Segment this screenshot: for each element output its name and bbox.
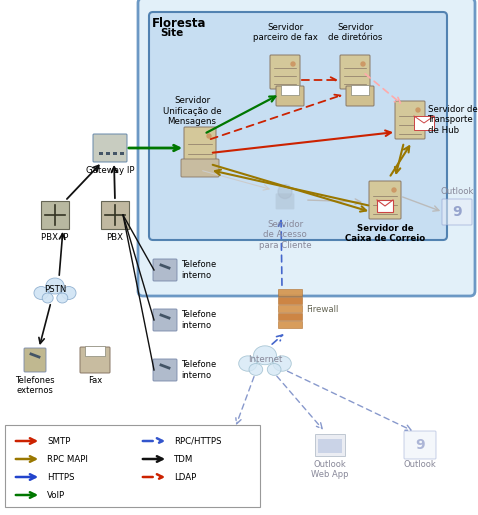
Text: Servidor
de diretórios: Servidor de diretórios	[328, 23, 382, 42]
FancyBboxPatch shape	[369, 181, 401, 219]
Text: Firewall: Firewall	[306, 305, 338, 315]
Bar	[278, 297, 302, 304]
Ellipse shape	[46, 278, 64, 294]
FancyBboxPatch shape	[270, 55, 300, 89]
Bar	[5, 425, 260, 507]
FancyBboxPatch shape	[184, 127, 216, 169]
Bar	[318, 439, 342, 453]
Text: VoIP: VoIP	[47, 490, 65, 500]
Text: PBX IP: PBX IP	[41, 233, 69, 242]
FancyBboxPatch shape	[181, 159, 219, 177]
Bar	[106, 152, 110, 155]
FancyBboxPatch shape	[395, 101, 425, 139]
FancyBboxPatch shape	[346, 86, 374, 106]
Circle shape	[416, 108, 420, 112]
Bar	[414, 116, 434, 130]
Text: LDAP: LDAP	[174, 472, 196, 482]
FancyBboxPatch shape	[80, 347, 110, 373]
Bar	[101, 201, 129, 229]
Ellipse shape	[253, 346, 276, 365]
Ellipse shape	[42, 293, 53, 303]
Text: Servidor de
Caixa de Correio: Servidor de Caixa de Correio	[345, 224, 425, 244]
FancyBboxPatch shape	[93, 134, 127, 162]
Bar	[278, 289, 302, 296]
Text: Outlook
Web App: Outlook Web App	[311, 460, 349, 479]
FancyBboxPatch shape	[276, 194, 294, 210]
Text: Servidor
de Acesso
para Cliente: Servidor de Acesso para Cliente	[259, 220, 311, 250]
Ellipse shape	[34, 286, 49, 300]
Bar	[278, 313, 302, 320]
FancyBboxPatch shape	[149, 12, 447, 240]
Text: Gateway IP: Gateway IP	[86, 166, 134, 175]
FancyBboxPatch shape	[138, 0, 475, 296]
Text: HTTPS: HTTPS	[47, 472, 75, 482]
FancyBboxPatch shape	[340, 55, 370, 89]
Text: Telefone
interno: Telefone interno	[181, 311, 216, 330]
FancyBboxPatch shape	[24, 348, 46, 372]
Text: 9: 9	[452, 205, 462, 219]
Bar	[281, 85, 299, 95]
Text: TDM: TDM	[174, 455, 194, 464]
Text: Servidor
Unificação de
Mensagens: Servidor Unificação de Mensagens	[163, 96, 221, 126]
Ellipse shape	[61, 286, 76, 300]
Ellipse shape	[273, 356, 291, 371]
Text: Telefone
interno: Telefone interno	[181, 360, 216, 380]
Text: Outlook: Outlook	[440, 187, 474, 196]
Text: RPC/HTTPS: RPC/HTTPS	[174, 437, 221, 445]
Circle shape	[392, 188, 396, 192]
Bar	[278, 305, 302, 312]
Ellipse shape	[249, 364, 263, 375]
Circle shape	[361, 62, 365, 66]
FancyBboxPatch shape	[442, 199, 472, 225]
Text: Site: Site	[160, 28, 183, 38]
FancyBboxPatch shape	[227, 440, 243, 468]
Text: PSTN: PSTN	[44, 285, 66, 295]
Text: Fax: Fax	[88, 376, 102, 385]
Text: Telefone
interno: Telefone interno	[181, 260, 216, 280]
FancyBboxPatch shape	[276, 86, 304, 106]
Text: SMTP: SMTP	[47, 437, 70, 445]
Bar	[315, 434, 345, 456]
Text: Telefones
externos: Telefones externos	[15, 376, 55, 396]
FancyBboxPatch shape	[153, 259, 177, 281]
Ellipse shape	[57, 293, 68, 303]
Text: RPC MAPI: RPC MAPI	[47, 455, 88, 464]
Bar	[99, 152, 103, 155]
Bar	[377, 200, 393, 212]
Bar	[120, 152, 124, 155]
FancyBboxPatch shape	[404, 431, 436, 459]
Text: Servidor de
Transporte
de Hub: Servidor de Transporte de Hub	[428, 105, 478, 135]
Text: PBX: PBX	[107, 233, 123, 242]
Bar	[41, 201, 69, 229]
Circle shape	[207, 134, 211, 138]
FancyBboxPatch shape	[153, 359, 177, 381]
Text: Servidor
parceiro de fax: Servidor parceiro de fax	[252, 23, 317, 42]
Circle shape	[278, 184, 292, 199]
Ellipse shape	[239, 356, 257, 371]
Bar	[113, 152, 117, 155]
Text: 9: 9	[415, 438, 425, 452]
Bar	[351, 85, 369, 95]
Bar	[278, 321, 302, 328]
Text: Exchange
ActiveSync: Exchange ActiveSync	[212, 472, 258, 491]
Bar	[85, 346, 105, 356]
Circle shape	[291, 62, 295, 66]
Ellipse shape	[267, 364, 281, 375]
FancyBboxPatch shape	[153, 309, 177, 331]
Text: Internet: Internet	[248, 355, 282, 365]
Text: Floresta: Floresta	[152, 17, 206, 30]
Text: Outlook: Outlook	[403, 460, 436, 469]
